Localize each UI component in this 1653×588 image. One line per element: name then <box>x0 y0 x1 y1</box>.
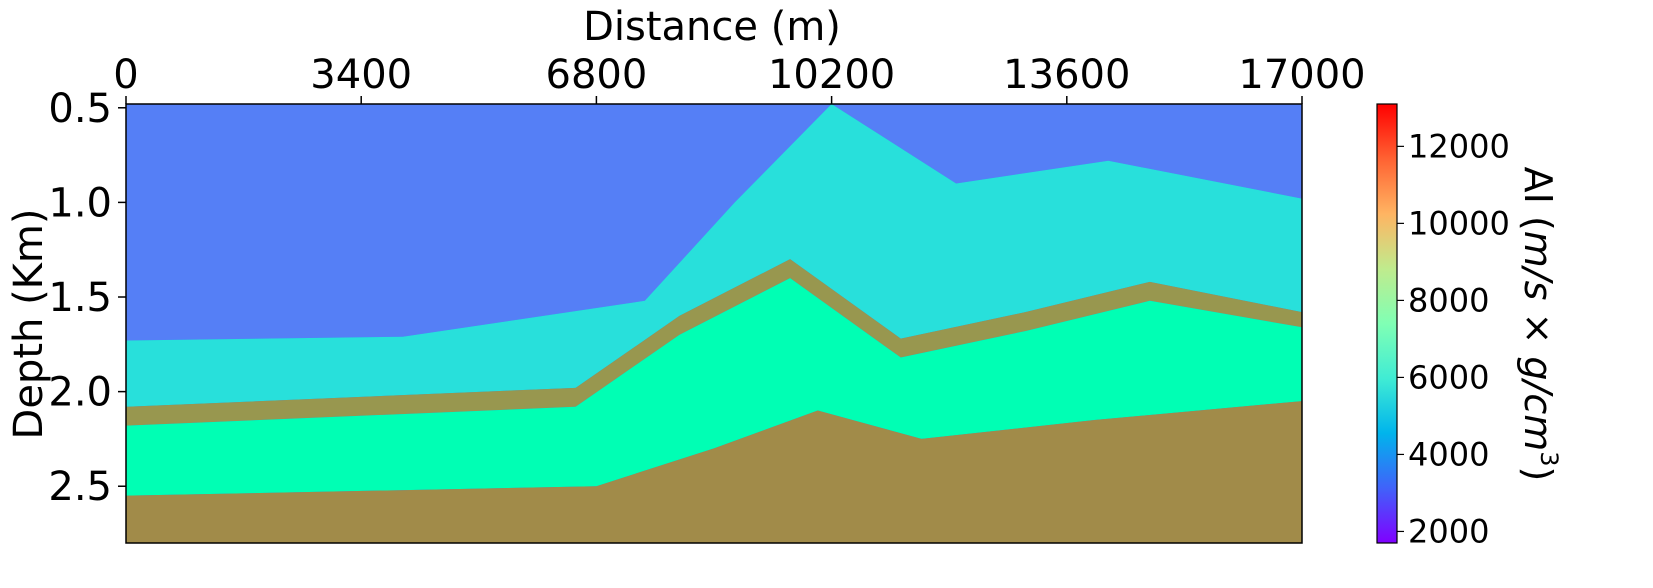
colorbar-label: AI (m/s × g/cm3) <box>1516 167 1563 482</box>
heatmap-layer-0 <box>126 104 1302 341</box>
x-axis-ticks: 0 3400 6800 10200 13600 17000 <box>113 52 1366 104</box>
x-axis-label: Distance (m) <box>583 4 841 50</box>
y-tick-label: 1.0 <box>48 180 112 226</box>
y-tick-label: 1.5 <box>48 275 112 321</box>
colorbar-label-superscript: 3 <box>1535 451 1563 466</box>
colorbar-tick-label: 2000 <box>1408 512 1489 550</box>
colorbar-tick-label: 12000 <box>1408 127 1510 165</box>
x-tick-label: 0 <box>113 52 138 98</box>
x-tick-label: 17000 <box>1238 52 1365 98</box>
x-tick-label: 6800 <box>546 52 648 98</box>
colorbar-label-units: m/s × g/cm <box>1516 231 1560 451</box>
y-axis-ticks: 0.5 1.0 1.5 2.0 2.5 <box>48 86 126 510</box>
y-tick-label: 0.5 <box>48 86 112 132</box>
y-tick-label: 2.5 <box>48 464 112 510</box>
colorbar-tick-label: 8000 <box>1408 281 1489 319</box>
heatmap-layer-3 <box>126 278 1302 496</box>
y-tick-label: 2.0 <box>48 370 112 416</box>
heatmap-plot-area <box>126 104 1302 543</box>
colorbar-label-suffix: ) <box>1516 467 1560 482</box>
colorbar <box>1376 103 1398 544</box>
x-tick-label: 10200 <box>768 52 895 98</box>
y-axis-label: Depth (Km) <box>6 209 52 440</box>
colorbar-ticks: 2000 4000 6000 8000 10000 12000 <box>1397 127 1510 550</box>
colorbar-tick-label: 6000 <box>1408 358 1489 396</box>
heatmap-layer-4 <box>126 401 1302 543</box>
colorbar-tick-label: 4000 <box>1408 435 1489 473</box>
plot-frame <box>125 103 1303 544</box>
heatmap-layer-2 <box>126 259 1302 426</box>
colorbar-tick-label: 10000 <box>1408 204 1510 242</box>
x-tick-label: 3400 <box>310 52 412 98</box>
colorbar-label-prefix: AI ( <box>1516 167 1560 231</box>
x-tick-label: 13600 <box>1003 52 1130 98</box>
heatmap-layer-1 <box>126 104 1302 407</box>
